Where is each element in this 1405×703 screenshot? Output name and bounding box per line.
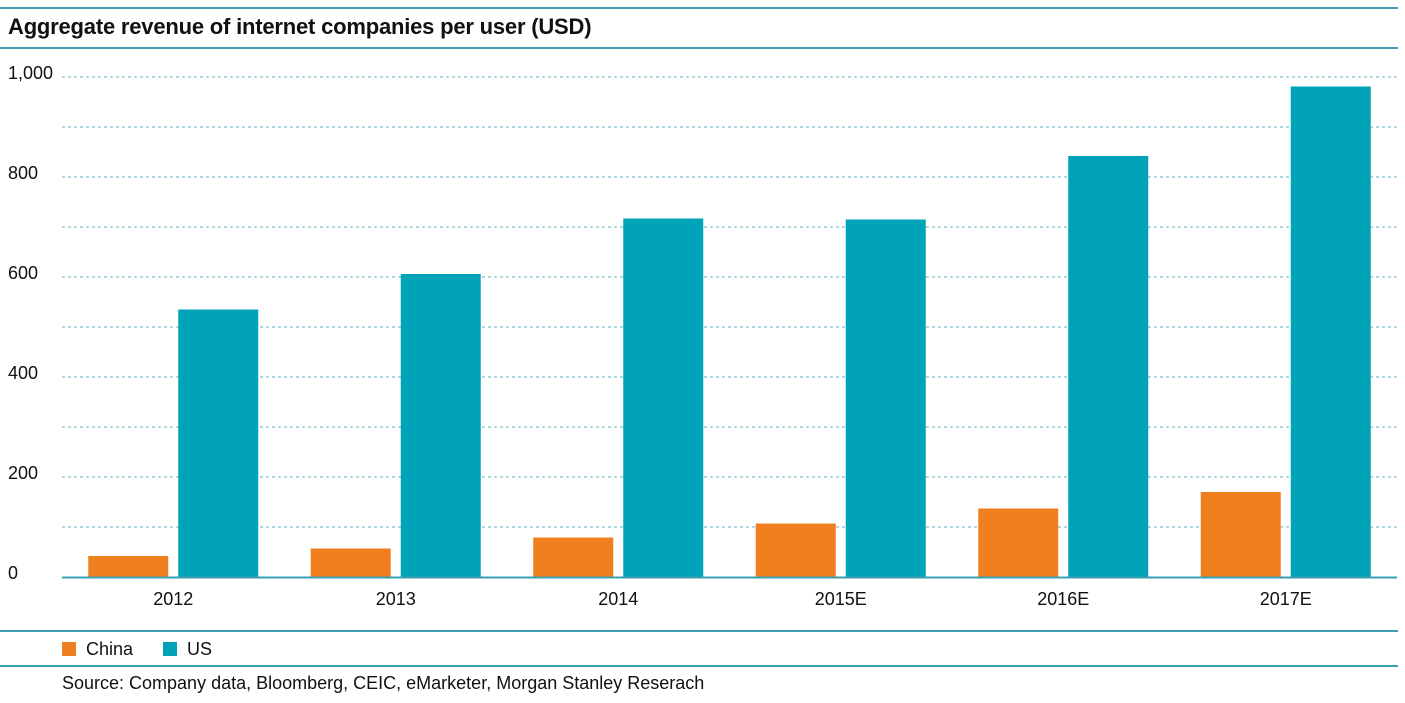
y-tick-label: 200 (8, 463, 38, 483)
bar-us-2015e (845, 219, 926, 577)
bar-china-2013 (310, 548, 391, 577)
x-tick-label: 2016E (1037, 589, 1089, 609)
y-tick-label: 600 (8, 263, 38, 283)
bar-china-2016e (978, 508, 1059, 577)
legend-swatch-china (62, 642, 76, 656)
bar-china-2012 (88, 556, 169, 577)
legend-item-us: US (163, 639, 212, 660)
x-tick-label: 2012 (153, 589, 193, 609)
y-tick-label: 800 (8, 163, 38, 183)
bar-chart: 0 200 400 600 800 1,000 2012 2013 2014 2015E 2016… (8, 63, 1397, 609)
x-axis: 2012 2013 2014 2015E 2016E 2017E (153, 589, 1312, 609)
legend-label-china: China (86, 638, 134, 659)
bars (88, 86, 1371, 577)
x-tick-label: 2017E (1260, 589, 1312, 609)
bar-us-2012 (178, 309, 259, 577)
y-tick-label: 0 (8, 563, 18, 583)
source-rule (0, 665, 1398, 667)
x-tick-label: 2013 (376, 589, 416, 609)
bar-china-2014 (533, 537, 614, 577)
bar-us-2016e (1068, 156, 1149, 577)
bar-china-2015e (755, 523, 836, 577)
y-axis: 0 200 400 600 800 1,000 (8, 63, 53, 583)
bar-us-2013 (400, 274, 481, 577)
bar-us-2017e (1290, 86, 1371, 577)
x-tick-label: 2015E (815, 589, 867, 609)
chart-title: Aggregate revenue of internet companies … (8, 14, 592, 39)
y-tick-label: 1,000 (8, 63, 53, 83)
legend-item-china: China (62, 639, 133, 660)
legend-rule (0, 630, 1398, 632)
grid-lines (62, 76, 1397, 528)
bar-us-2014 (623, 218, 704, 577)
top-rule (0, 7, 1398, 9)
title-rule (0, 47, 1398, 49)
source-note: Source: Company data, Bloomberg, CEIC, e… (62, 673, 705, 693)
x-tick-label: 2014 (598, 589, 638, 609)
legend: China US (62, 638, 242, 660)
bar-china-2017e (1200, 492, 1281, 577)
legend-swatch-us (163, 642, 178, 656)
legend-label-us: US (187, 638, 213, 659)
y-tick-label: 400 (8, 363, 38, 383)
